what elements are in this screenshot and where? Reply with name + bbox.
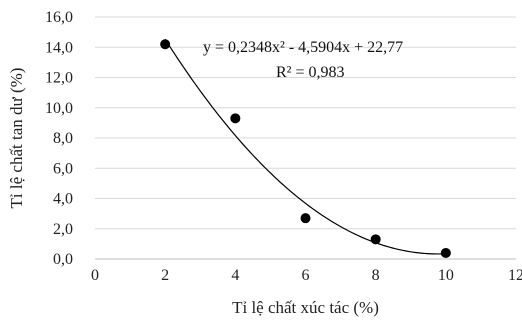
y-tick-label: 10,0 — [45, 100, 73, 117]
y-tick-label: 6,0 — [53, 160, 73, 177]
x-tick-label: 0 — [91, 267, 99, 284]
y-axis-title: Tỉ lệ chất tan dư (%) — [7, 68, 26, 209]
y-tick-label: 0,0 — [53, 251, 73, 268]
y-tick-label: 16,0 — [45, 9, 73, 26]
y-tick-label: 14,0 — [45, 39, 73, 56]
y-tick-label: 12,0 — [45, 70, 73, 87]
trendline-curve — [164, 38, 446, 255]
x-tick-label: 6 — [302, 267, 310, 284]
y-tick-label: 4,0 — [53, 191, 73, 208]
data-point — [160, 39, 171, 50]
x-tick-label: 10 — [438, 267, 454, 284]
x-tick-label: 12 — [508, 267, 522, 284]
y-tick-label: 2,0 — [53, 221, 73, 238]
data-points — [160, 39, 451, 258]
r-squared-label: R² = 0,983 — [276, 64, 345, 81]
data-point — [440, 247, 451, 258]
data-point — [300, 213, 311, 224]
y-tick-label: 8,0 — [53, 130, 73, 147]
x-tick-label: 8 — [372, 267, 380, 284]
x-axis-title: Tỉ lệ chất xúc tác (%) — [232, 298, 379, 317]
x-tick-label: 4 — [231, 267, 239, 284]
trendline-equation: y = 0,2348x² - 4,5904x + 22,77 — [203, 39, 403, 56]
x-tick-label: 2 — [161, 267, 169, 284]
x-tick-labels: 0 2 4 6 8 10 12 — [91, 267, 522, 284]
data-point — [230, 113, 241, 124]
y-tick-labels: 0,0 2,0 4,0 6,0 8,0 10,0 12,0 14,0 16,0 — [45, 9, 73, 268]
data-point — [370, 234, 381, 245]
